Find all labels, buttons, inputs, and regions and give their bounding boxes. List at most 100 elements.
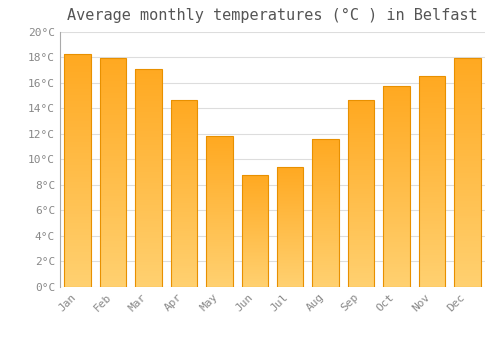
Bar — [100, 187, 126, 190]
Bar — [64, 270, 91, 272]
Bar — [454, 218, 480, 221]
Bar — [348, 161, 374, 163]
Bar — [242, 272, 268, 273]
Bar — [242, 246, 268, 248]
Bar — [170, 236, 197, 238]
Bar — [348, 187, 374, 189]
Bar — [277, 229, 303, 230]
Bar — [170, 166, 197, 168]
Bar — [100, 167, 126, 170]
Bar — [64, 272, 91, 275]
Bar — [100, 198, 126, 201]
Bar — [454, 181, 480, 184]
Bar — [136, 257, 162, 260]
Bar — [348, 285, 374, 287]
Bar — [206, 227, 233, 229]
Bar — [136, 90, 162, 93]
Bar — [454, 96, 480, 98]
Bar — [312, 272, 339, 274]
Bar — [64, 261, 91, 264]
Bar — [312, 168, 339, 170]
Bar — [348, 196, 374, 198]
Bar — [348, 135, 374, 138]
Bar — [418, 224, 445, 226]
Bar — [418, 213, 445, 216]
Bar — [383, 106, 409, 109]
Bar — [348, 273, 374, 275]
Bar — [100, 135, 126, 138]
Bar — [454, 247, 480, 250]
Bar — [100, 58, 126, 61]
Bar — [64, 72, 91, 75]
Bar — [136, 178, 162, 181]
Bar — [383, 207, 409, 209]
Bar — [64, 278, 91, 281]
Bar — [277, 189, 303, 191]
Bar — [418, 239, 445, 242]
Bar — [100, 256, 126, 258]
Bar — [277, 225, 303, 227]
Bar — [170, 266, 197, 268]
Bar — [348, 133, 374, 135]
Bar — [277, 260, 303, 261]
Bar — [383, 204, 409, 207]
Bar — [100, 127, 126, 130]
Bar — [206, 155, 233, 157]
Bar — [418, 179, 445, 182]
Bar — [206, 229, 233, 230]
Bar — [348, 184, 374, 187]
Bar — [348, 191, 374, 194]
Bar — [383, 192, 409, 194]
Bar — [418, 129, 445, 132]
Bar — [136, 224, 162, 227]
Bar — [170, 124, 197, 126]
Bar — [206, 247, 233, 249]
Bar — [454, 155, 480, 158]
Bar — [136, 211, 162, 213]
Bar — [312, 250, 339, 252]
Bar — [418, 274, 445, 276]
Bar — [100, 113, 126, 116]
Bar — [170, 138, 197, 140]
Bar — [383, 229, 409, 232]
Bar — [383, 144, 409, 147]
Bar — [454, 144, 480, 147]
Bar — [64, 116, 91, 118]
Bar — [206, 178, 233, 180]
Bar — [277, 195, 303, 197]
Bar — [383, 149, 409, 152]
Bar — [312, 152, 339, 154]
Bar — [383, 182, 409, 184]
Bar — [100, 130, 126, 133]
Bar — [348, 266, 374, 268]
Bar — [454, 133, 480, 135]
Bar — [454, 256, 480, 258]
Bar — [348, 250, 374, 252]
Bar — [348, 128, 374, 131]
Bar — [383, 164, 409, 167]
Bar — [136, 181, 162, 183]
Bar — [312, 237, 339, 239]
Bar — [170, 121, 197, 124]
Bar — [454, 124, 480, 127]
Bar — [64, 110, 91, 113]
Bar — [277, 224, 303, 225]
Bar — [206, 215, 233, 217]
Bar — [64, 84, 91, 86]
Bar — [312, 167, 339, 168]
Bar — [242, 187, 268, 189]
Bar — [136, 115, 162, 118]
Bar — [277, 183, 303, 185]
Bar — [348, 163, 374, 166]
Bar — [454, 284, 480, 287]
Bar — [242, 198, 268, 200]
Bar — [383, 189, 409, 192]
Bar — [348, 100, 374, 287]
Bar — [136, 77, 162, 79]
Bar — [383, 152, 409, 154]
Bar — [242, 253, 268, 255]
Bar — [170, 215, 197, 217]
Bar — [418, 263, 445, 266]
Bar — [383, 147, 409, 149]
Bar — [206, 149, 233, 151]
